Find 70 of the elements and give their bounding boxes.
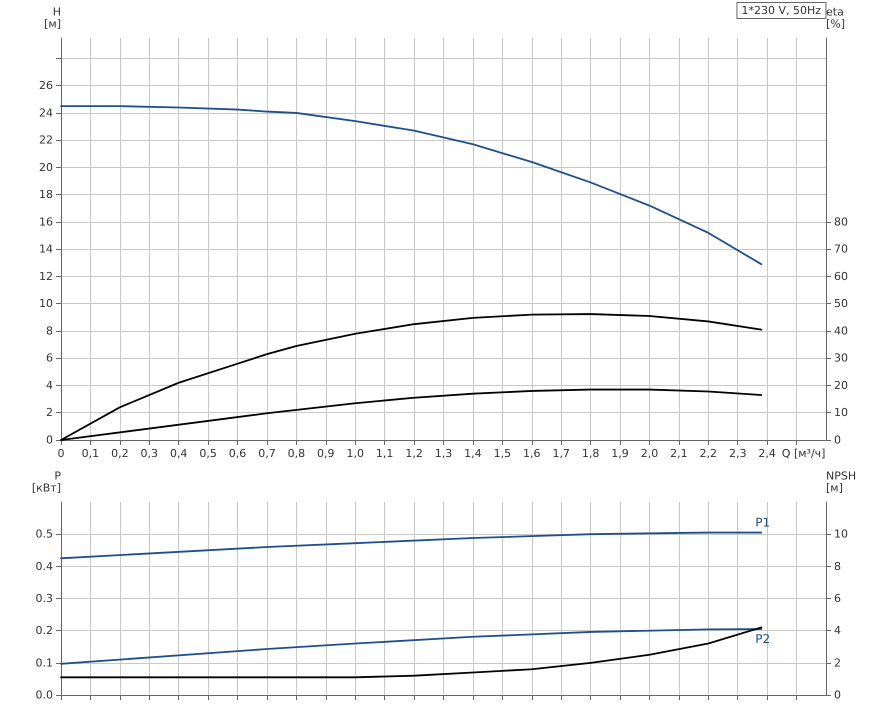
x-tick-label: 1,7 [552,447,570,460]
y-axis-title: H [м] [44,6,61,30]
y2-tick-label: 10 [834,528,848,541]
x-tick-label: 1,2 [405,447,423,460]
y2-tick-label: 80 [834,215,848,228]
y2-tick-label: 50 [834,297,848,310]
x-tick-label: 1,0 [346,447,364,460]
x-tick-label: 2,4 [758,447,776,460]
y-tick-label: 12 [39,270,53,283]
y-tick-label: 2 [46,406,53,420]
x-tick-label: 0,1 [82,447,100,460]
y2-tick-label: 10 [834,406,848,420]
y2-tick-label: 30 [834,352,848,365]
x-tick-label: 0,8 [288,447,306,460]
line-series [60,532,762,560]
x-tick-label: 0,7 [258,447,276,460]
y-tick-label: 20 [39,160,53,174]
x-tick-label: 2,3 [728,447,746,460]
x-tick-label: 1,6 [523,447,541,460]
x-tick-label: 0 [58,447,64,460]
y-tick-label: 6 [46,352,53,365]
x-tick-label: 1,1 [376,447,394,460]
x-tick-label: 1,8 [582,447,600,460]
y-tick-label: 0.5 [36,528,53,541]
x-tick-label: 2,1 [670,447,688,460]
x-tick-label: 0,9 [317,447,335,460]
y-tick-label: 0.0 [36,688,53,702]
y2-tick-label: 8 [834,560,841,573]
y-tick-label: 0.2 [36,624,53,638]
y-tick-label: 0 [46,434,53,446]
y2-tick-label: 0 [834,434,841,446]
y2-tick-label: 70 [834,242,848,256]
x-tick-label: 0,3 [140,447,158,460]
y-tick-label: 0.1 [36,656,53,670]
y2-axis-title: NPSH [м] [826,470,856,494]
x-tick-label: 1,9 [611,447,629,460]
x-tick-label: 2,0 [640,447,658,460]
y-tick-label: 22 [39,134,53,147]
y-tick-label: 18 [39,188,53,202]
line-series [60,105,762,266]
y-tick-label: 0.3 [36,592,53,605]
y2-tick-label: 60 [834,270,848,283]
series-label: P1 [755,516,770,530]
y-tick-label: 4 [46,378,53,392]
y-tick-label: 26 [39,79,53,92]
y2-axis-title: eta [%] [826,6,846,30]
y-tick-label: 16 [39,215,53,228]
chart-title: 1*230 V, 50Hz [741,4,822,17]
y-tick-label: 10 [39,297,53,310]
x-tick-label: 0,6 [228,447,246,460]
y2-tick-label: 4 [834,624,841,638]
y2-tick-label: 20 [834,378,848,392]
x-tick-label: 0,2 [111,447,129,460]
y-tick-label: 24 [39,106,53,120]
x-tick-label: 1,5 [494,447,512,460]
y2-tick-label: 6 [834,592,841,605]
y2-tick-label: 40 [834,324,848,338]
x-tick-label: 0,5 [199,447,217,460]
y2-tick-label: 2 [834,656,841,670]
x-tick-label: 2,2 [700,447,718,460]
y-tick-label: 0.4 [36,560,53,573]
series-label: P2 [755,632,770,646]
y-axis-title: P [кВт] [32,470,62,494]
x-tick-label: 0,4 [170,447,188,460]
x-tick-label: 1,3 [434,447,452,460]
x-tick-label: 1,4 [464,447,482,460]
x-axis-title: Q [м³/ч] [782,447,826,460]
y2-tick-label: 0 [834,688,841,702]
y-tick-label: 14 [39,242,53,256]
y-tick-label: 8 [46,324,53,338]
